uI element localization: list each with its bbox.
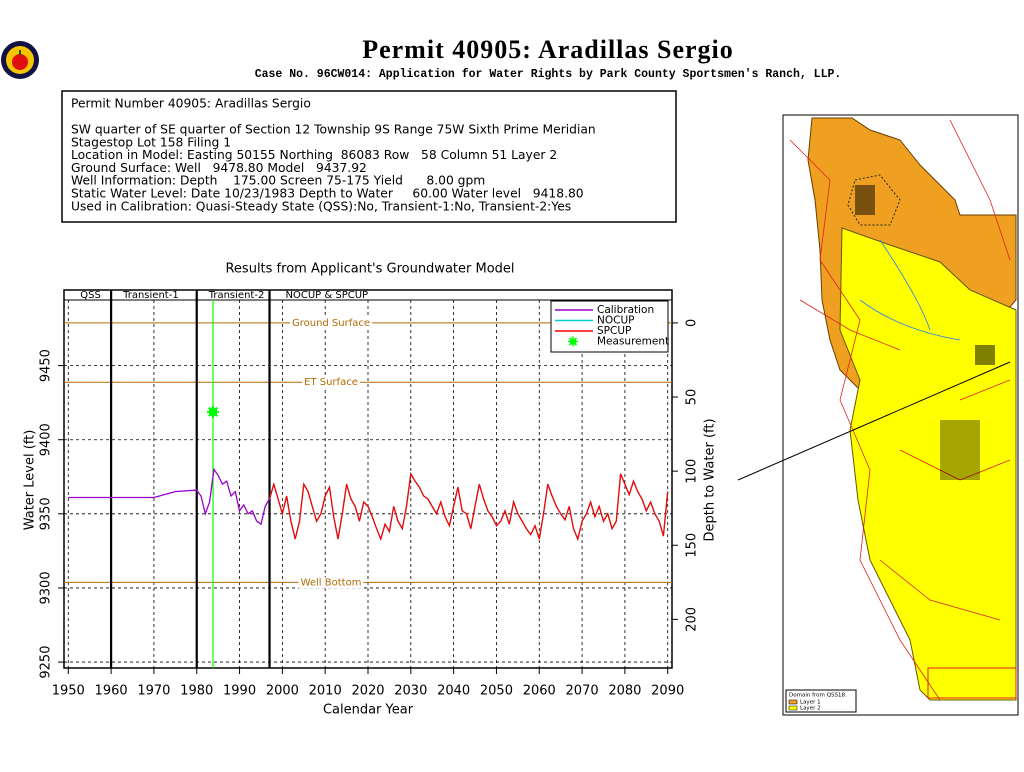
legend-label: Calibration (597, 304, 654, 316)
info-line: Ground Surface: Well 9478.80 Model 9437.… (71, 161, 367, 175)
x-tick-label: 1960 (95, 684, 128, 699)
reference-label-bg (298, 577, 364, 589)
info-line: Location in Model: Easting 50155 Northin… (71, 148, 557, 162)
map-legend-label: Layer 2 (800, 706, 821, 712)
y2-tick-label: 100 (685, 459, 700, 484)
y-tick-label: 9450 (39, 349, 54, 382)
x-tick-label: 2020 (351, 684, 384, 699)
info-line: Well Information: Depth 175.00 Screen 75… (71, 174, 485, 188)
x-tick-label: 2000 (266, 684, 299, 699)
y-tick-label: 9350 (39, 497, 54, 530)
x-tick-label: 1980 (180, 684, 213, 699)
x-tick-label: 2040 (437, 684, 470, 699)
map-wells (855, 185, 995, 480)
chart: Results from Applicant's Groundwater Mod… (23, 262, 718, 718)
legend-label: SPCUP (597, 325, 631, 337)
info-line: Stagestop Lot 158 Filing 1 (71, 135, 231, 149)
y2-axis-label: Depth to Water (ft) (703, 418, 718, 541)
x-tick-label: 2050 (480, 684, 513, 699)
y2-tick-label: 50 (685, 389, 700, 406)
x-tick-label: 2030 (394, 684, 427, 699)
map-legend-swatch (788, 705, 798, 711)
legend-swatch (568, 336, 578, 347)
y-tick-label: 9400 (39, 423, 54, 456)
info-box (61, 90, 677, 223)
map-legend-swatch (788, 699, 798, 705)
info-line: Static Water Level: Date 10/23/1983 Dept… (71, 187, 584, 201)
y2-tick-label: 200 (685, 607, 700, 632)
measurement-star (207, 405, 220, 418)
map-legend-title: Domain from QSS18. (789, 693, 847, 699)
info-line: Used in Calibration: Quasi-Steady State … (71, 199, 571, 213)
map-grid (927, 667, 1017, 699)
series-line (68, 467, 271, 526)
info-lines: Permit Number 40905: Aradillas Sergio SW … (71, 97, 596, 214)
map-legend-box (785, 689, 857, 713)
x-tick-label: 2090 (651, 684, 684, 699)
period-label: Transient-1 (122, 290, 179, 301)
x-tick-label: 1970 (137, 684, 170, 699)
period-label: Transient-2 (208, 290, 265, 301)
x-tick-label: 2070 (566, 684, 599, 699)
reference-label-bg (302, 377, 360, 389)
x-tick-label: 1990 (223, 684, 256, 699)
y2-tick-label: 150 (685, 533, 700, 558)
period-label: NOCUP & SPCUP (286, 290, 369, 301)
map: Domain from QSS18. Layer 1 Layer 2 (737, 114, 1019, 716)
x-tick-label: 2060 (523, 684, 556, 699)
page-subtitle: Case No. 96CW014: Application for Water … (255, 68, 842, 81)
legend-label: Measurement (597, 336, 669, 348)
series-line (268, 471, 669, 542)
map-roads (789, 119, 1011, 701)
logo (1, 41, 39, 79)
x-tick-label: 1950 (52, 684, 85, 699)
info-line: SW quarter of SE quarter of Section 12 T… (71, 123, 596, 137)
period-label: QSS (80, 290, 101, 301)
y2-tick-label: 0 (685, 319, 700, 327)
y-axis-label: Water Level (ft) (23, 430, 38, 531)
y-tick-label: 9300 (39, 571, 54, 604)
y-tick-label: 9250 (39, 646, 54, 679)
reference-label: Well Bottom (301, 577, 362, 588)
legend-label: NOCUP (597, 315, 634, 327)
x-tick-label: 2010 (309, 684, 342, 699)
map-pointer (737, 361, 1011, 481)
reference-label: ET Surface (304, 377, 358, 388)
reference-label-bg (289, 317, 373, 329)
x-tick-label: 2080 (608, 684, 641, 699)
page-title: Permit 40905: Aradillas Sergio (362, 35, 734, 64)
info-line: Permit Number 40905: Aradillas Sergio (71, 97, 311, 111)
x-axis-label: Calendar Year (323, 703, 414, 718)
map-legend-label: Layer 1 (800, 700, 821, 706)
reference-label: Ground Surface (292, 318, 370, 329)
series-line (268, 471, 669, 542)
map-streams (859, 239, 961, 341)
chart-title: Results from Applicant's Groundwater Mod… (225, 262, 514, 277)
